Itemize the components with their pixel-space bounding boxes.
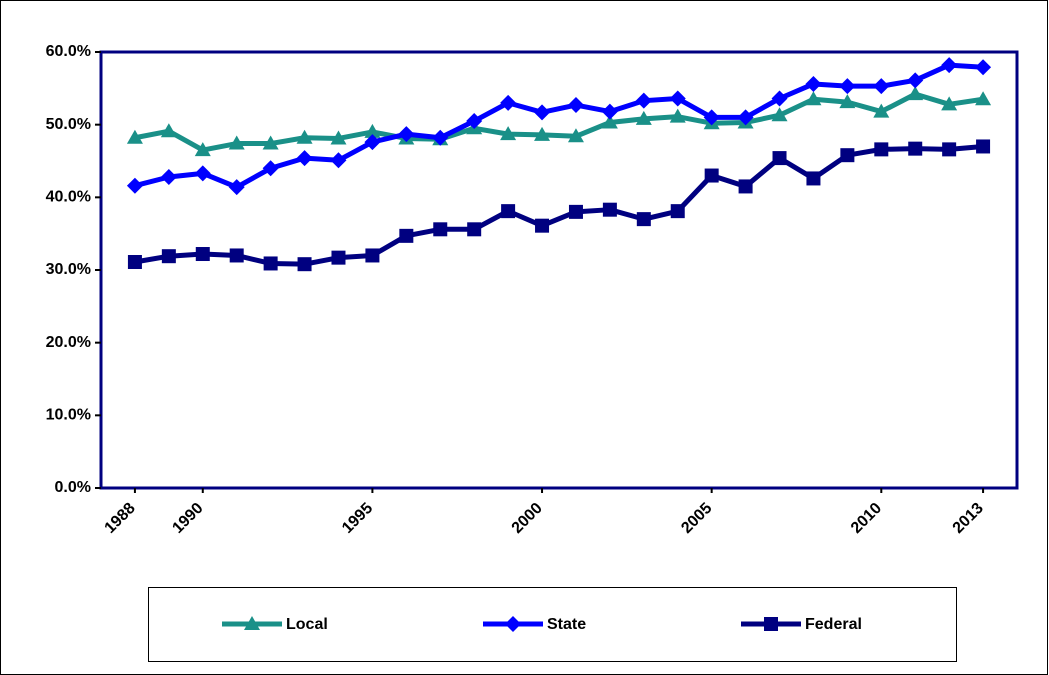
marker: [228, 135, 245, 150]
marker: [126, 177, 143, 194]
marker: [364, 134, 381, 151]
marker: [195, 247, 210, 262]
marker: [669, 90, 686, 107]
marker: [432, 129, 449, 146]
marker: [771, 107, 788, 122]
y-tick-label: 10.0%: [46, 407, 91, 424]
marker: [941, 96, 958, 111]
marker: [874, 142, 889, 157]
marker: [601, 114, 618, 129]
marker: [636, 212, 651, 227]
marker: [635, 110, 652, 125]
legend-label: Federal: [805, 616, 862, 633]
marker: [839, 78, 856, 95]
y-tick-label: 30.0%: [46, 261, 91, 278]
series-line: [134, 91, 984, 153]
marker: [126, 129, 143, 144]
marker: [602, 202, 617, 217]
marker: [194, 142, 211, 157]
marker: [669, 108, 686, 123]
y-tick-label: 20.0%: [46, 334, 91, 351]
marker: [941, 57, 958, 74]
marker: [635, 92, 652, 109]
legend-marker: [764, 617, 778, 631]
marker: [331, 250, 346, 265]
marker: [670, 204, 685, 219]
marker: [330, 130, 347, 145]
marker: [467, 222, 482, 237]
marker: [296, 129, 313, 144]
plot-area: [99, 50, 1019, 490]
marker: [873, 103, 890, 118]
marker: [194, 165, 211, 182]
marker: [161, 249, 176, 264]
marker: [601, 103, 618, 120]
marker: [840, 148, 855, 163]
marker: [365, 248, 380, 263]
marker: [262, 160, 279, 177]
marker: [772, 151, 787, 166]
marker: [805, 91, 822, 106]
y-tick-label: 50.0%: [46, 116, 91, 133]
y-tick-label: 60.0%: [46, 43, 91, 60]
marker: [976, 139, 991, 154]
marker: [907, 72, 924, 89]
marker: [297, 257, 312, 272]
marker: [534, 104, 551, 121]
marker: [228, 179, 245, 196]
marker: [229, 248, 244, 263]
marker: [771, 90, 788, 107]
legend-box: [148, 587, 957, 662]
legend-label: State: [547, 616, 586, 633]
marker: [296, 150, 313, 167]
marker: [500, 126, 517, 141]
marker: [568, 204, 583, 219]
legend-label: Local: [286, 616, 328, 633]
legend-marker: [505, 616, 521, 632]
marker: [567, 128, 584, 143]
marker: [398, 126, 415, 143]
marker: [703, 109, 720, 126]
marker: [806, 171, 821, 186]
marker: [873, 78, 890, 95]
marker: [501, 204, 516, 219]
marker: [738, 179, 753, 194]
marker: [567, 97, 584, 114]
marker: [839, 94, 856, 109]
marker: [160, 123, 177, 138]
legend-marker: [244, 616, 260, 630]
marker: [975, 59, 992, 76]
marker: [399, 228, 414, 243]
marker: [805, 75, 822, 92]
marker: [907, 86, 924, 101]
marker: [975, 91, 992, 106]
marker: [160, 168, 177, 185]
marker: [534, 126, 551, 141]
marker: [364, 123, 381, 138]
marker: [500, 94, 517, 111]
y-tick-label: 40.0%: [46, 189, 91, 206]
marker: [330, 152, 347, 169]
marker: [535, 218, 550, 233]
y-tick-label: 0.0%: [55, 479, 91, 496]
marker: [908, 141, 923, 156]
marker: [433, 222, 448, 237]
marker: [704, 168, 719, 183]
marker: [737, 109, 754, 126]
marker: [466, 113, 483, 130]
marker: [127, 255, 142, 270]
marker: [263, 256, 278, 271]
marker: [262, 135, 279, 150]
marker: [942, 142, 957, 157]
